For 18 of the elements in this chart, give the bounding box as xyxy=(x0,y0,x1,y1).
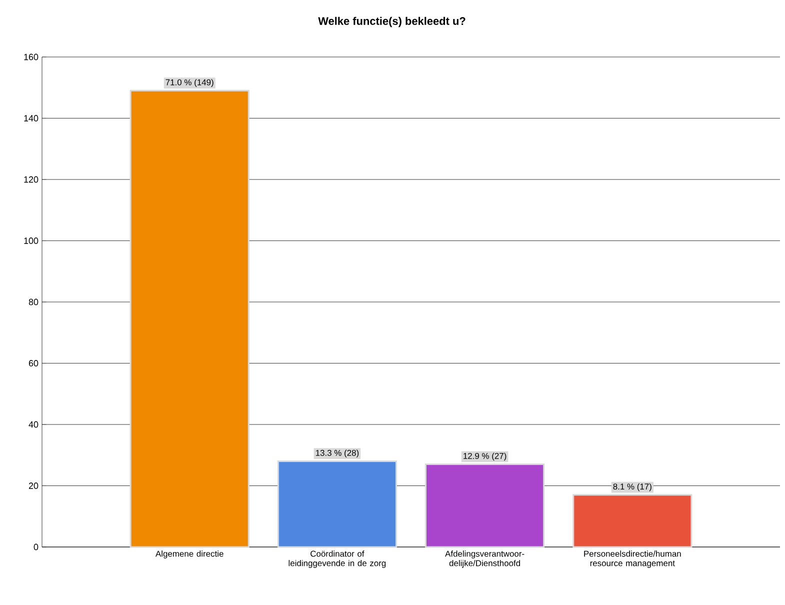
y-tick-label: 60 xyxy=(28,360,38,366)
data-label: 12.9 % (27) xyxy=(464,452,506,461)
y-tick-label: 100 xyxy=(24,238,38,244)
y-tick-label: 0 xyxy=(34,544,38,550)
x-tick-label: Personeelsdirectie/human resource management xyxy=(584,550,681,568)
x-tick-label: Coördinator of leidinggevende in de zorg xyxy=(288,550,386,568)
y-tick-label: 20 xyxy=(28,482,38,489)
y-tick-label: 40 xyxy=(28,421,38,428)
y-tick-label: 120 xyxy=(24,176,38,183)
y-tick-label: 140 xyxy=(24,115,38,122)
data-label: 8.1 % (17) xyxy=(613,483,652,492)
y-tick-label: 80 xyxy=(28,298,38,306)
y-tick-label: 160 xyxy=(24,54,38,60)
data-label: 13.3 % (28) xyxy=(316,450,359,458)
x-tick-label: Afdelingsverantwoor-delijke/Diensthoofd xyxy=(445,550,524,568)
data-label: 71.0 % (149) xyxy=(166,79,214,87)
x-tick-label: Algemene directie xyxy=(155,550,224,558)
chart-title: Welke functie(s) bekleedt u? xyxy=(318,16,466,28)
